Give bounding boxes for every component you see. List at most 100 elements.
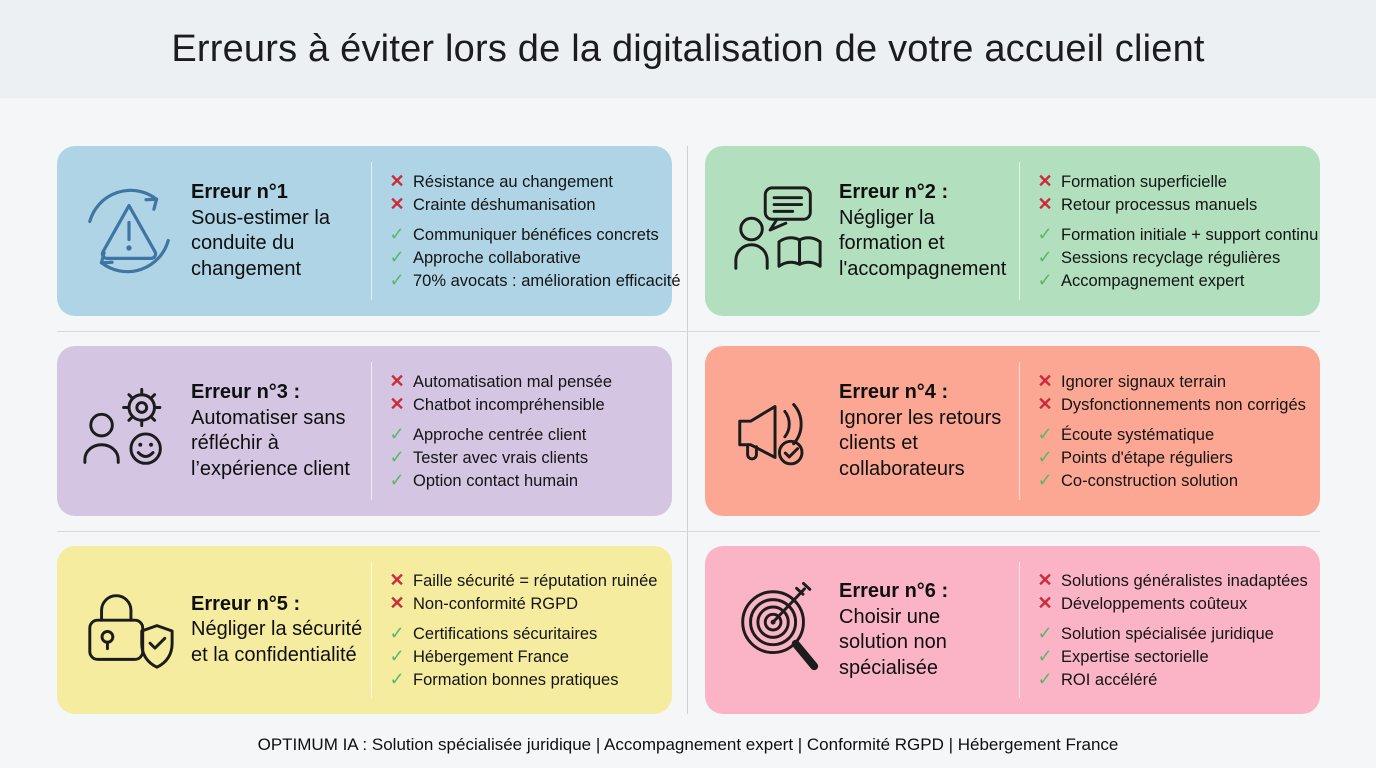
check-icon: ✓ [1037, 645, 1053, 666]
card-divider [371, 562, 372, 698]
pro-text: Co-construction solution [1061, 471, 1239, 490]
header-band: Erreurs à éviter lors de la digitalisati… [0, 0, 1376, 98]
error-subtitle: Négliger la sécurité et la confidentiali… [191, 618, 363, 666]
pro-text: Solution spécialisée juridique [1061, 624, 1274, 643]
page-title: Erreurs à éviter lors de la digitalisati… [171, 27, 1205, 70]
list-item: ✓ ROI accéléré [1036, 670, 1316, 690]
pros-group: ✓ Écoute systématique ✓ Points d'étape rég… [1036, 425, 1316, 491]
card-divider [1019, 162, 1020, 300]
check-icon: ✓ [389, 223, 405, 244]
error-number: Erreur n°6 : [839, 580, 949, 602]
pro-text: Expertise sectorielle [1061, 647, 1209, 666]
error-subtitle: Négliger la formation et l'accompagnemen… [839, 206, 1007, 280]
list-item: ✕ Formation superficielle [1036, 172, 1316, 192]
pros-group: ✓ Communiquer bénéfices concrets ✓ Approch… [388, 225, 680, 291]
cons-group: ✕ Formation superficielle ✕ Retour process… [1036, 172, 1316, 215]
row-separator-line-1 [57, 331, 1320, 332]
pros-group: ✓ Certifications sécuritaires ✓ Hébergemen… [388, 624, 668, 690]
card-list: ✕ Automatisation mal pensée ✕ Chatbot inco… [372, 372, 672, 491]
list-item: ✓ Formation initiale + support continu [1036, 225, 1319, 245]
con-text: Dysfonctionnements non corrigés [1061, 395, 1306, 414]
con-text: Non-conformité RGPD [413, 594, 579, 613]
cons-group: ✕ Solutions généralistes inadaptées ✕ Déve… [1036, 571, 1316, 614]
pros-group: ✓ Approche centrée client ✓ Tester avec vr… [388, 425, 668, 491]
list-item: ✕ Non-conformité RGPD [388, 594, 668, 614]
list-item: ✕ Faille sécurité = réputation ruinée [388, 571, 668, 591]
list-item: ✓ Approche collaborative [388, 248, 668, 268]
pro-text: Accompagnement expert [1061, 271, 1245, 290]
list-item: ✕ Résistance au changement [388, 172, 668, 192]
pro-text: Tester avec vrais clients [413, 448, 589, 467]
check-icon: ✓ [1037, 423, 1053, 444]
con-text: Crainte déshumanisation [413, 195, 596, 214]
pro-text: Approche centrée client [413, 425, 587, 444]
pro-text: Option contact humain [413, 471, 579, 490]
cons-group: ✕ Automatisation mal pensée ✕ Chatbot inco… [388, 372, 668, 415]
card-list: ✕ Faille sécurité = réputation ruinée ✕ No… [372, 571, 672, 690]
cross-icon: ✕ [389, 170, 405, 191]
check-icon: ✓ [1037, 269, 1053, 290]
error-card-5: Erreur n°5 : Négliger la sécurité et la … [57, 546, 672, 714]
card-title-block: Erreur n°5 : Négliger la sécurité et la … [191, 592, 365, 669]
check-icon: ✓ [389, 645, 405, 666]
lock-shield-icon [67, 581, 191, 679]
error-subtitle: Automatiser sans réfléchir à l’expérienc… [191, 406, 350, 480]
error-subtitle: Ignorer les retours clients et collabora… [839, 406, 1002, 480]
cross-icon: ✕ [389, 569, 405, 590]
list-item: ✓ Co-construction solution [1036, 471, 1316, 491]
error-card-6: Erreur n°6 : Choisir une solution non sp… [705, 546, 1320, 714]
card-title-block: Erreur n°6 : Choisir une solution non sp… [839, 579, 1013, 681]
card-divider [1019, 362, 1020, 500]
pro-text: Sessions recyclage régulières [1061, 248, 1281, 267]
card-list: ✕ Résistance au changement ✕ Crainte déshu… [372, 172, 680, 291]
cons-group: ✕ Résistance au changement ✕ Crainte déshu… [388, 172, 668, 215]
cross-icon: ✕ [389, 370, 405, 391]
con-text: Formation superficielle [1061, 172, 1227, 191]
check-icon: ✓ [1037, 668, 1053, 689]
footer-tagline: OPTIMUM IA : Solution spécialisée juridi… [257, 735, 1119, 754]
list-item: ✓ Accompagnement expert [1036, 271, 1316, 291]
list-item: ✓ Option contact humain [388, 471, 668, 491]
con-text: Chatbot incompréhensible [413, 395, 605, 414]
pro-text: 70% avocats : amélioration efficacité [413, 271, 681, 290]
error-subtitle: Choisir une solution non spécialisée [839, 605, 947, 679]
list-item: ✕ Crainte déshumanisation [388, 195, 668, 215]
error-card-3: Erreur n°3 : Automatiser sans réfléchir … [57, 346, 672, 516]
list-item: ✕ Développements coûteux [1036, 594, 1316, 614]
card-title-block: Erreur n°2 : Négliger la formation et l'… [839, 180, 1013, 282]
list-item: ✓ 70% avocats : amélioration efficacité [388, 269, 680, 291]
list-item: ✓ Communiquer bénéfices concrets [388, 225, 668, 245]
pro-text: Écoute systématique [1061, 425, 1215, 444]
list-item: ✕ Dysfonctionnements non corrigés [1036, 395, 1316, 415]
cross-icon: ✕ [1037, 569, 1053, 590]
row-separator-line-2 [57, 531, 1320, 532]
list-item: ✓ Écoute systématique [1036, 425, 1316, 445]
cross-icon: ✕ [1037, 393, 1053, 414]
con-text: Solutions généralistes inadaptées [1061, 571, 1308, 590]
pro-text: Approche collaborative [413, 248, 581, 267]
con-text: Faille sécurité = réputation ruinée [413, 571, 658, 590]
column-separator-line [687, 146, 688, 714]
list-item: ✓ Tester avec vrais clients [388, 448, 668, 468]
card-list: ✕ Ignorer signaux terrain ✕ Dysfonctionnem… [1020, 372, 1320, 491]
cross-icon: ✕ [389, 193, 405, 214]
pro-text: Formation initiale + support continu [1061, 225, 1319, 244]
list-item: ✕ Ignorer signaux terrain [1036, 372, 1316, 392]
list-item: ✓ Hébergement France [388, 647, 668, 667]
list-item: ✕ Chatbot incompréhensible [388, 395, 668, 415]
con-text: Développements coûteux [1061, 594, 1248, 613]
check-icon: ✓ [389, 446, 405, 467]
cross-icon: ✕ [389, 592, 405, 613]
error-number: Erreur n°1 [191, 181, 288, 203]
card-title-block: Erreur n°3 : Automatiser sans réfléchir … [191, 380, 365, 482]
check-icon: ✓ [1037, 246, 1053, 267]
check-icon: ✓ [1037, 469, 1053, 490]
pro-text: Formation bonnes pratiques [413, 670, 619, 689]
con-text: Automatisation mal pensée [413, 372, 613, 391]
list-item: ✓ Solution spécialisée juridique [1036, 624, 1316, 644]
card-divider [1019, 562, 1020, 698]
pro-text: Communiquer bénéfices concrets [413, 225, 659, 244]
cross-icon: ✕ [1037, 370, 1053, 391]
pros-group: ✓ Solution spécialisée juridique ✓ Experti… [1036, 624, 1316, 690]
check-icon: ✓ [389, 269, 405, 290]
